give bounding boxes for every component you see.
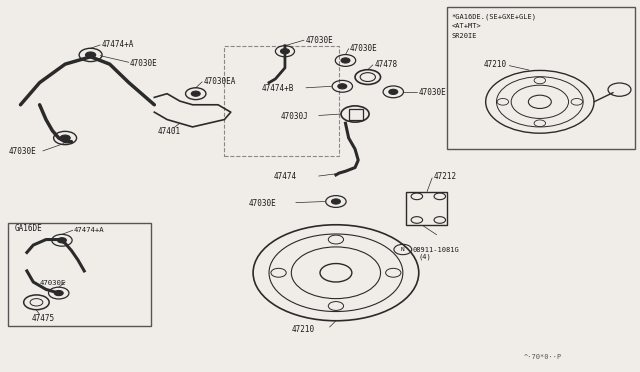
Bar: [8, 223, 151, 326]
Text: 47030E: 47030E: [248, 199, 276, 208]
Text: *GA16DE.(SE+GXE+GLE): *GA16DE.(SE+GXE+GLE): [452, 14, 537, 20]
Bar: [406, 192, 447, 225]
Text: 47475: 47475: [32, 314, 55, 323]
Text: 47474+A: 47474+A: [101, 41, 134, 49]
Circle shape: [332, 199, 340, 204]
Text: 47030E: 47030E: [129, 58, 157, 68]
Bar: [225, 46, 339, 157]
Text: 47030E: 47030E: [350, 44, 378, 53]
Bar: [447, 7, 636, 149]
Text: 47030J: 47030J: [280, 112, 308, 121]
Circle shape: [191, 91, 200, 96]
Text: 47401: 47401: [157, 127, 180, 136]
Circle shape: [341, 58, 350, 63]
Text: 47030E: 47030E: [305, 36, 333, 45]
Text: (4): (4): [419, 254, 431, 260]
Text: 47030E: 47030E: [419, 88, 447, 97]
Text: SR20IE: SR20IE: [452, 33, 477, 39]
Text: 08911-1081G: 08911-1081G: [412, 247, 459, 253]
Text: <AT+MT>: <AT+MT>: [452, 23, 482, 29]
Circle shape: [280, 49, 289, 54]
Text: 47474+A: 47474+A: [74, 227, 104, 233]
Circle shape: [54, 291, 63, 296]
Text: 47474+B: 47474+B: [261, 84, 294, 93]
Text: ^·70*0··P: ^·70*0··P: [524, 353, 562, 360]
Text: 47474: 47474: [274, 172, 297, 181]
Circle shape: [60, 135, 70, 141]
Circle shape: [86, 52, 96, 58]
Text: GA16DE: GA16DE: [14, 224, 42, 233]
Text: 47210: 47210: [484, 60, 507, 70]
Circle shape: [389, 89, 397, 94]
Text: 47210: 47210: [292, 325, 315, 334]
Text: 47212: 47212: [433, 172, 456, 181]
Circle shape: [58, 238, 67, 243]
Text: 47030E: 47030E: [40, 280, 66, 286]
Circle shape: [338, 84, 347, 89]
Text: 47030EA: 47030EA: [204, 77, 236, 86]
Text: N: N: [401, 247, 404, 252]
Text: 47478: 47478: [374, 60, 397, 70]
Text: 47030E: 47030E: [9, 147, 36, 156]
Bar: [349, 109, 363, 119]
